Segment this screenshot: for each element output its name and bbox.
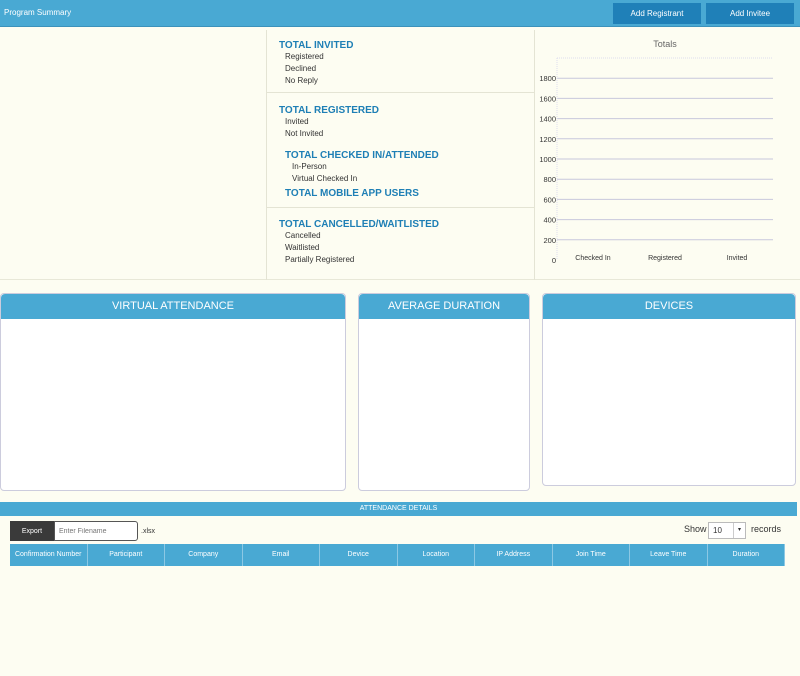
virtual-attendance-panel: VIRTUAL ATTENDANCE [0, 293, 346, 491]
program-summary: TOTAL INVITED Registered Declined No Rep… [0, 30, 800, 280]
virtual-attendance-title: VIRTUAL ATTENDANCE [1, 294, 345, 319]
column-header[interactable]: Location [398, 544, 475, 566]
column-header[interactable]: Confirmation Number [10, 544, 88, 566]
average-duration-panel: AVERAGE DURATION [358, 293, 530, 491]
column-header[interactable]: Company [165, 544, 243, 566]
top-bar: Program Summary Add Registrant Add Invit… [0, 0, 800, 27]
waitlisted: Waitlisted [285, 243, 320, 252]
chart-title: Totals [653, 39, 677, 49]
y-tick-label: 800 [543, 175, 556, 184]
registered-invited: Invited [285, 117, 309, 126]
column-header[interactable]: Join Time [553, 544, 630, 566]
totals-chart: Totals 0 200 400 600 800 1000 1200 1400 1600 1800 C… [539, 39, 773, 265]
page-title: Program Summary [4, 8, 72, 17]
total-registered-section: TOTAL REGISTERED Invited Not Invited TOT… [267, 93, 534, 208]
total-cancelled-section: TOTAL CANCELLED/WAITLISTED Cancelled Wai… [267, 208, 534, 280]
add-registrant-button[interactable]: Add Registrant [613, 3, 701, 24]
registered-not-invited: Not Invited [285, 129, 324, 138]
devices-panel: DEVICES [542, 293, 796, 486]
y-tick-label: 0 [552, 256, 556, 265]
total-registered-heading: TOTAL REGISTERED [279, 105, 380, 116]
partially-registered: Partially Registered [285, 255, 355, 264]
total-cancelled-heading: TOTAL CANCELLED/WAITLISTED [279, 219, 439, 230]
export-button[interactable]: Export [10, 521, 54, 541]
invited-registered: Registered [285, 52, 324, 61]
x-tick-label: Checked In [575, 255, 611, 262]
summary-totals: TOTAL INVITED Registered Declined No Rep… [267, 30, 535, 280]
y-tick-label: 1200 [539, 135, 556, 144]
total-invited-heading: TOTAL INVITED [279, 40, 354, 51]
file-extension: .xlsx [141, 528, 155, 535]
total-invited-section: TOTAL INVITED Registered Declined No Rep… [267, 30, 534, 93]
y-tick-label: 1000 [539, 155, 556, 164]
total-mobile-users-heading: TOTAL MOBILE APP USERS [285, 188, 419, 199]
invited-no-reply: No Reply [285, 76, 318, 85]
checked-in-in-person: In-Person [292, 162, 327, 171]
column-header[interactable]: Leave Time [630, 544, 708, 566]
column-header[interactable]: Email [243, 544, 320, 566]
column-header[interactable]: Participant [88, 544, 165, 566]
table-header: Confirmation Number Participant Company Ema… [10, 544, 785, 566]
show-label: Show [684, 524, 707, 534]
y-tick-label: 1600 [539, 94, 556, 103]
column-header[interactable]: Duration [708, 544, 785, 566]
summary-blank [0, 30, 267, 280]
attendance-details: ATTENDANCE DETAILS Export .xlsx Show 10 ▾… [0, 502, 797, 662]
column-header[interactable]: Device [320, 544, 398, 566]
y-tick-label: 400 [543, 216, 556, 225]
invited-declined: Declined [285, 64, 317, 73]
column-header[interactable]: IP Address [475, 544, 553, 566]
cancelled: Cancelled [285, 231, 321, 240]
page-size-value: 10 [713, 526, 722, 535]
checked-in-virtual: Virtual Checked In [292, 174, 358, 183]
y-tick-label: 600 [543, 195, 556, 204]
average-duration-title: AVERAGE DURATION [359, 294, 529, 319]
page-size-select[interactable]: 10 ▾ [708, 522, 746, 539]
x-tick-label: Invited [727, 255, 748, 262]
filename-input[interactable] [54, 521, 138, 541]
y-tick-label: 200 [543, 236, 556, 245]
attendance-details-title: ATTENDANCE DETAILS [0, 502, 797, 516]
devices-title: DEVICES [543, 294, 795, 319]
add-invitee-button[interactable]: Add Invitee [706, 3, 794, 24]
y-tick-label: 1800 [539, 74, 556, 83]
x-tick-label: Registered [648, 255, 682, 262]
total-checked-in-heading: TOTAL CHECKED IN/ATTENDED [285, 150, 439, 161]
chevron-down-icon: ▾ [733, 523, 745, 538]
records-label: records [751, 524, 782, 534]
y-tick-label: 1400 [539, 115, 556, 124]
